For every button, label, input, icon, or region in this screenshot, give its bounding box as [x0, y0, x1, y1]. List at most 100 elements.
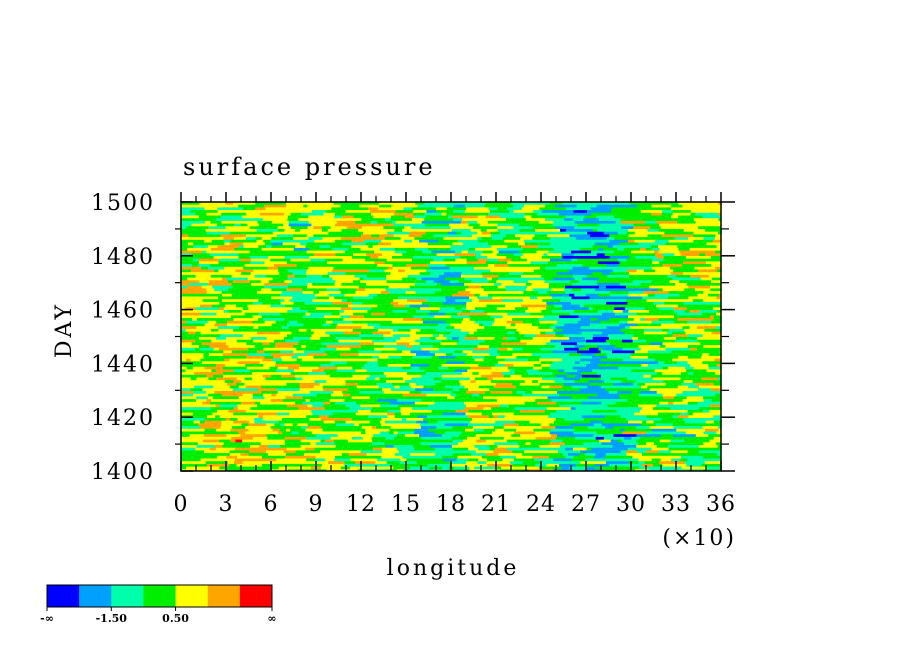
heatmap-cell [525, 212, 538, 216]
heatmap-cell [587, 385, 602, 389]
heatmap-cell [695, 258, 721, 262]
heatmap-cell [570, 261, 589, 265]
heatmap-cell [252, 320, 266, 324]
heatmap-cell [702, 353, 710, 357]
heatmap-cell [432, 318, 438, 322]
heatmap-cell [490, 231, 496, 235]
heatmap-cell [642, 453, 653, 457]
heatmap-cell [409, 231, 427, 235]
heatmap-cell [626, 231, 636, 235]
heatmap-cell [540, 331, 546, 335]
heatmap-cell [450, 247, 470, 251]
heatmap-cell [335, 326, 363, 330]
heatmap-cell [453, 210, 460, 214]
heatmap-cell [340, 369, 356, 373]
heatmap-cell [558, 212, 582, 216]
heatmap-cell [181, 320, 188, 324]
heatmap-cell [421, 301, 444, 305]
heatmap-cell [352, 366, 363, 370]
heatmap-cell [334, 212, 360, 216]
heatmap-cell [627, 447, 653, 451]
heatmap-cell [552, 361, 567, 365]
heatmap-cell [226, 337, 252, 341]
heatmap-cell [578, 299, 599, 303]
heatmap-cell [491, 418, 515, 422]
heatmap-cell [486, 291, 507, 295]
heatmap-cell [425, 372, 440, 376]
heatmap-cell [201, 361, 216, 365]
heatmap-cell [575, 436, 589, 440]
heatmap-cell [519, 331, 531, 335]
heatmap-cell [515, 388, 533, 392]
heatmap-cell [279, 331, 292, 335]
heatmap-cell [552, 296, 573, 300]
heatmap-cell [186, 401, 203, 405]
heatmap-cell [574, 226, 581, 230]
heatmap-cell [484, 355, 497, 359]
heatmap-cell [399, 293, 412, 297]
heatmap-cell [594, 237, 608, 241]
heatmap-cell [516, 391, 526, 395]
heatmap-cell [716, 312, 721, 316]
heatmap-cell [571, 385, 588, 389]
heatmap-cell [556, 264, 583, 268]
heatmap-cell [266, 434, 274, 438]
heatmap-cell [677, 442, 704, 446]
heatmap-cell [609, 256, 630, 260]
heatmap-cell [672, 364, 691, 368]
heatmap-cell [449, 223, 470, 227]
heatmap-cell [634, 245, 652, 249]
heatmap-cell [658, 307, 675, 311]
heatmap-cell [339, 312, 354, 316]
heatmap-cell [688, 415, 703, 419]
heatmap-cell [635, 256, 657, 260]
heatmap-cell [309, 407, 326, 411]
heatmap-cell [712, 291, 721, 295]
heatmap-cell [714, 434, 721, 438]
heatmap-cell [697, 293, 709, 297]
heatmap-cell [592, 409, 617, 413]
heatmap-cell [524, 242, 551, 246]
heatmap-cell [466, 404, 478, 408]
heatmap-cell [535, 436, 557, 440]
heatmap-cell [568, 307, 586, 311]
heatmap-cell [520, 466, 529, 470]
heatmap-cell [627, 399, 646, 403]
heatmap-cell [597, 310, 605, 314]
heatmap-cell [186, 466, 197, 470]
heatmap-cell [557, 318, 582, 322]
heatmap-cell [194, 361, 203, 365]
heatmap-cell [311, 334, 331, 338]
heatmap-cell [524, 415, 549, 419]
heatmap-cell [356, 202, 380, 206]
heatmap-cell [562, 210, 575, 214]
heatmap-cell [679, 293, 699, 297]
heatmap-cell [309, 391, 334, 395]
x-tick-label: 33 [661, 492, 691, 517]
heatmap-cell [618, 447, 629, 451]
heatmap-cell [667, 401, 674, 405]
heatmap-cell [457, 455, 483, 459]
heatmap-cell [261, 247, 274, 251]
heatmap-cell [320, 450, 341, 454]
heatmap-cell [501, 409, 508, 413]
heatmap-cell [596, 291, 611, 295]
heatmap-cell [450, 418, 462, 422]
heatmap-cell [475, 463, 488, 467]
heatmap-cell [335, 445, 350, 449]
heatmap-cell [242, 439, 252, 443]
heatmap-cell [499, 231, 519, 235]
heatmap-cell [454, 420, 471, 424]
heatmap-cell [467, 328, 478, 332]
heatmap-cell [315, 307, 342, 311]
colorbar-swatch [111, 585, 144, 607]
heatmap-cell [317, 231, 329, 235]
heatmap-cell [450, 469, 470, 471]
heatmap-cell [450, 463, 477, 467]
heatmap-cell [490, 269, 517, 273]
heatmap-cell [533, 269, 560, 273]
heatmap-cell [355, 412, 367, 416]
heatmap-cell [285, 339, 301, 343]
heatmap-cell [673, 426, 691, 430]
heatmap-cell [345, 364, 365, 368]
